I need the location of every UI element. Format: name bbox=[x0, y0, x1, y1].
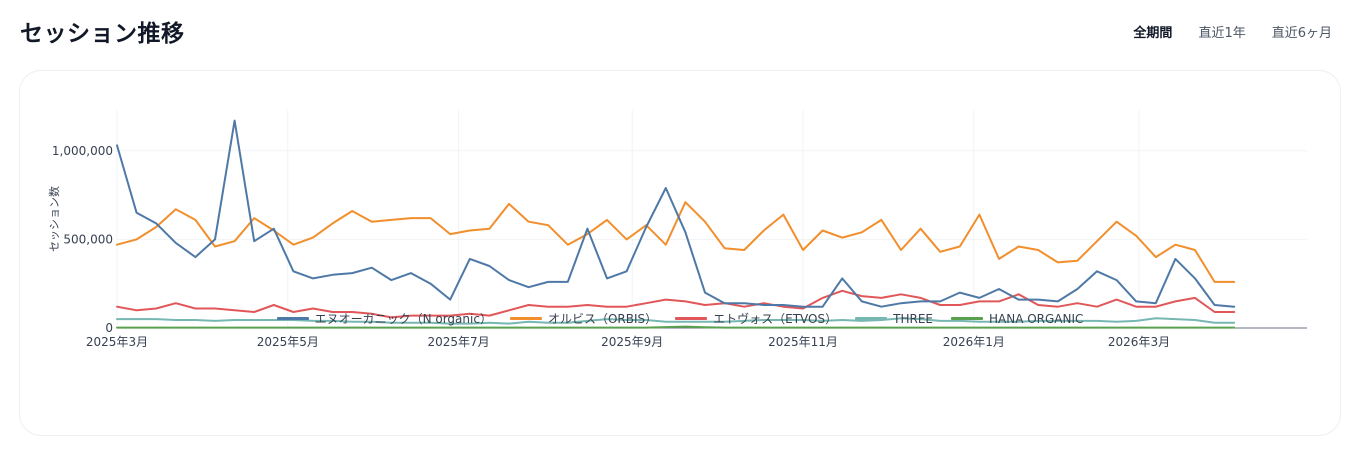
legend-label: エトヴォス（ETVOS） bbox=[713, 312, 838, 326]
x-tick-label: 2025年3月 bbox=[86, 335, 148, 349]
legend-label: エヌオーガニック（N organic） bbox=[314, 312, 492, 326]
legend-label: HANA ORGANIC bbox=[988, 311, 1084, 326]
tab-all-time[interactable]: 全期間 bbox=[1133, 26, 1173, 41]
x-tick-label: 2025年11月 bbox=[768, 335, 838, 349]
series-line-0 bbox=[116, 119, 1236, 308]
legend-swatch bbox=[855, 317, 888, 320]
legend-item[interactable]: エヌオーガニック（N organic） bbox=[276, 310, 492, 327]
y-tick-label: 1,000,000 bbox=[52, 144, 113, 158]
y-tick-label: 500,000 bbox=[63, 232, 113, 246]
legend-item[interactable]: オルビス（ORBIS） bbox=[509, 310, 658, 327]
x-tick-label: 2026年3月 bbox=[1108, 335, 1170, 349]
legend-item[interactable]: HANA ORGANIC bbox=[950, 310, 1084, 327]
legend-swatch bbox=[509, 317, 542, 320]
x-tick-label: 2026年1月 bbox=[943, 335, 1005, 349]
legend-swatch bbox=[950, 317, 983, 320]
chart-legend: エヌオーガニック（N organic） オルビス（ORBIS） エトヴォス（ETVO… bbox=[0, 310, 1360, 327]
legend-label: THREE bbox=[893, 311, 933, 326]
y-axis-title: セッション数 bbox=[48, 186, 61, 252]
chart-series bbox=[116, 119, 1236, 329]
series-line-1 bbox=[116, 201, 1236, 283]
page-title: セッション推移 bbox=[20, 21, 185, 47]
legend-item[interactable]: THREE bbox=[855, 310, 933, 327]
series-line-4 bbox=[116, 325, 1236, 329]
legend-swatch bbox=[276, 317, 309, 320]
x-tick-label: 2025年9月 bbox=[601, 335, 663, 349]
tab-last-1-year[interactable]: 直近1年 bbox=[1198, 26, 1246, 41]
period-tabs: 全期間 直近1年 直近6ヶ月 bbox=[1133, 22, 1332, 41]
x-tick-label: 2025年7月 bbox=[428, 335, 490, 349]
legend-item[interactable]: エトヴォス（ETVOS） bbox=[675, 310, 837, 327]
chart-card bbox=[19, 70, 1341, 436]
series-line-2 bbox=[116, 289, 1236, 319]
y-tick-label: 0 bbox=[105, 321, 113, 335]
series-line-3 bbox=[116, 317, 1236, 325]
legend-label: オルビス（ORBIS） bbox=[547, 312, 658, 326]
tab-last-6-months[interactable]: 直近6ヶ月 bbox=[1271, 26, 1332, 41]
legend-swatch bbox=[675, 317, 708, 320]
x-tick-label: 2025年5月 bbox=[257, 335, 319, 349]
